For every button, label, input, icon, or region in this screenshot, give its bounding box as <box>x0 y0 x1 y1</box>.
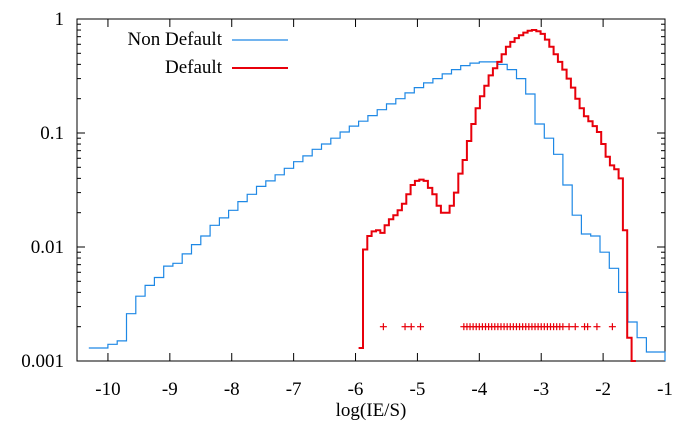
x-axis-label: log(IE/S) <box>336 400 407 421</box>
x-tick-label: -2 <box>595 379 611 400</box>
marker-point <box>417 323 425 331</box>
marker-point <box>608 323 616 331</box>
x-tick-label: -6 <box>348 379 364 400</box>
axis-ticks: -10 -9 -8 -7 -6 -5 -4 -3 -2 -1 0.001 0.01 0.1 1 <box>21 9 673 400</box>
marker-point <box>379 323 387 331</box>
legend-label-default: Default <box>165 57 223 78</box>
x-tick-label: -8 <box>224 379 240 400</box>
y-tick-label: 1 <box>55 9 65 30</box>
marker-point <box>559 323 567 331</box>
marker-point <box>407 323 415 331</box>
x-tick-label: -10 <box>95 379 120 400</box>
series-line-non-default <box>88 61 666 361</box>
x-tick-label: -1 <box>657 379 673 400</box>
series-line-default <box>358 29 636 362</box>
data-series <box>88 29 666 362</box>
x-tick-label: -7 <box>286 379 302 400</box>
x-tick-label: -3 <box>533 379 549 400</box>
marker-point <box>571 323 579 331</box>
marker-point <box>593 323 601 331</box>
x-tick-label: -4 <box>471 379 487 400</box>
marker-point <box>401 323 409 331</box>
legend: Non Default Default <box>128 29 288 78</box>
y-tick-label: 0.1 <box>40 123 64 144</box>
marker-point <box>584 323 592 331</box>
legend-label-non-default: Non Default <box>128 29 223 50</box>
plot-frame <box>76 18 666 362</box>
y-tick-label: 0.01 <box>31 237 64 258</box>
marker-point <box>565 323 573 331</box>
x-tick-label: -9 <box>162 379 178 400</box>
x-tick-label: -5 <box>410 379 426 400</box>
y-tick-label: 0.001 <box>21 351 64 372</box>
